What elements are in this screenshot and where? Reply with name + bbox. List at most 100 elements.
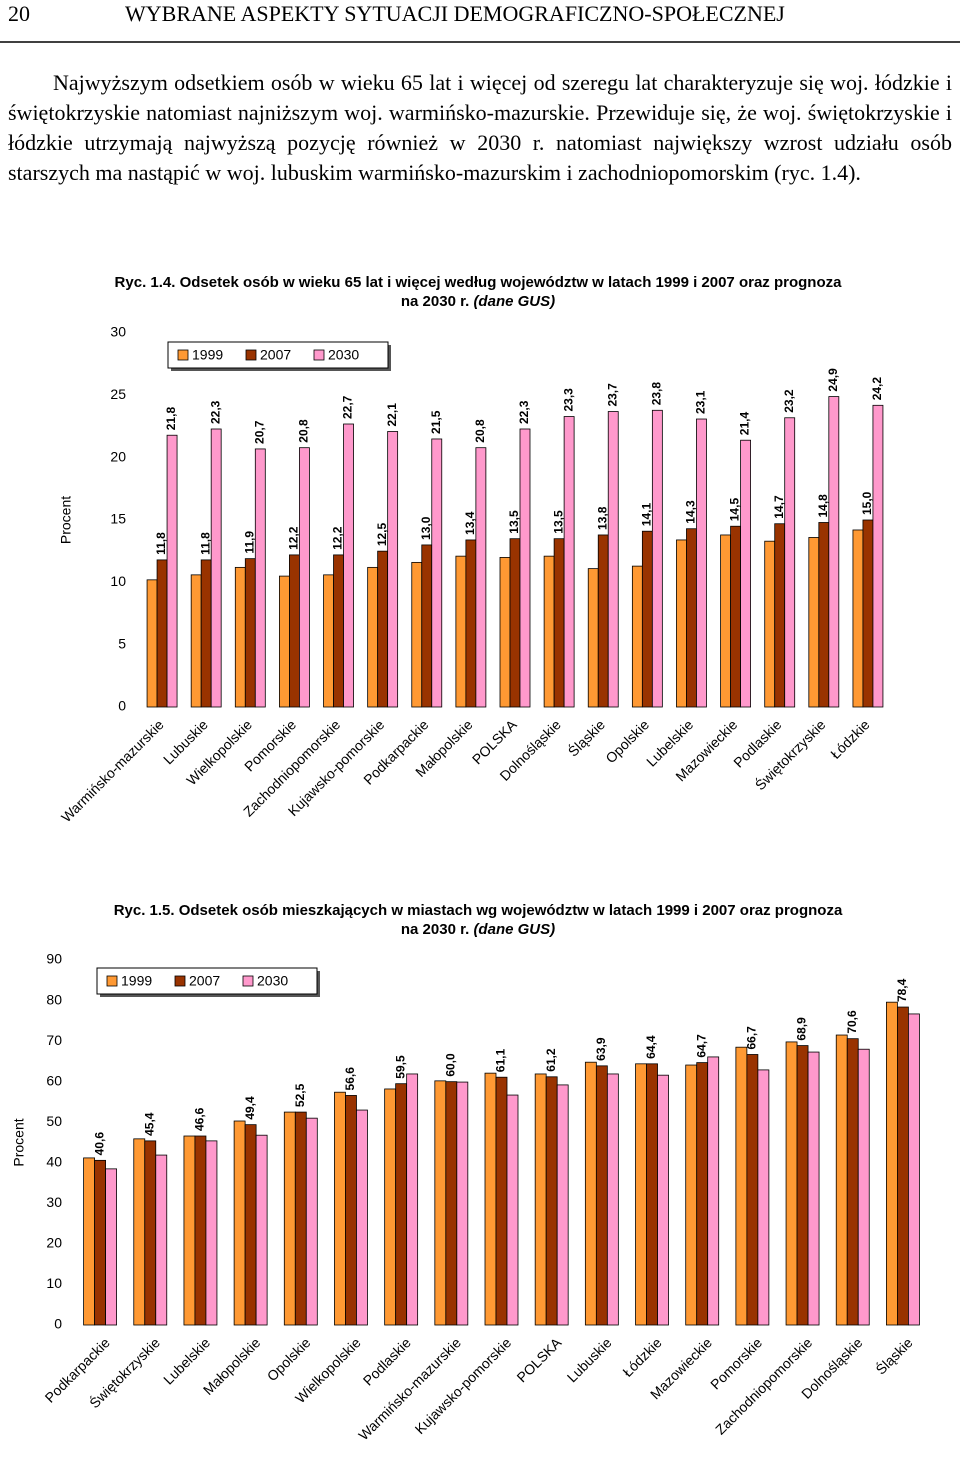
bar	[897, 1006, 909, 1326]
bar	[696, 1062, 709, 1326]
bar	[254, 448, 266, 708]
bar	[740, 439, 751, 708]
bar	[279, 575, 290, 708]
data-label: 14,3	[684, 500, 698, 524]
data-label: 66,7	[745, 1026, 759, 1050]
bar	[852, 529, 864, 708]
bar	[657, 1074, 669, 1326]
bar	[735, 1046, 748, 1326]
bar	[886, 1001, 898, 1326]
bar	[305, 1117, 318, 1326]
data-label: 14,7	[772, 495, 786, 519]
bar	[556, 1084, 569, 1326]
bar	[289, 554, 300, 708]
bar	[465, 539, 477, 708]
data-label: 68,9	[795, 1017, 809, 1041]
y-tick-label: 20	[110, 448, 126, 464]
y-tick-label: 15	[110, 511, 126, 527]
data-label: 11,9	[242, 531, 256, 554]
bar	[685, 1064, 698, 1326]
bar	[299, 447, 310, 708]
data-label: 64,4	[644, 1035, 658, 1059]
x-tick-label: Warmińsko-mazurskie	[58, 716, 167, 825]
legend-label: 2030	[328, 347, 359, 363]
bar	[445, 1081, 458, 1326]
x-tick-label: POLSKA	[513, 1334, 564, 1385]
data-label: 13,5	[507, 510, 521, 534]
legend-label: 2030	[257, 973, 288, 989]
bar	[534, 1073, 547, 1326]
bar	[519, 428, 531, 708]
x-tick-label: Lubuskie	[564, 1334, 615, 1385]
x-tick-label: Kujawsko-pomorskie	[412, 1334, 515, 1437]
data-label: 12,5	[375, 522, 389, 546]
legend-swatch	[106, 975, 118, 987]
data-label: 20,8	[297, 419, 311, 443]
bar	[210, 428, 222, 708]
x-tick-label: Lubelskie	[160, 1334, 213, 1387]
header-title: WYBRANE ASPEKTY SYTUACJI DEMOGRAFICZNO-S…	[125, 1, 785, 26]
data-label: 61,1	[494, 1049, 508, 1073]
bar	[696, 418, 707, 708]
y-tick-label: 25	[110, 386, 126, 402]
bar	[323, 574, 334, 708]
legend-label: 1999	[192, 347, 223, 363]
page-number: 20	[8, 1, 30, 26]
legend-swatch	[242, 975, 254, 987]
bar	[455, 555, 467, 708]
bar	[475, 447, 487, 708]
title: Ryc. 1.4. Odsetek osób w wieku 65 lat i …	[114, 274, 842, 310]
bar	[818, 522, 830, 708]
bar	[395, 1083, 408, 1326]
data-label: 24,9	[826, 368, 840, 392]
bar	[686, 528, 697, 708]
bar	[456, 1081, 469, 1326]
y-tick-label: 80	[46, 991, 62, 1007]
y-tick-label: 50	[46, 1113, 62, 1129]
bar	[434, 1080, 447, 1326]
bar	[835, 1034, 848, 1326]
bar	[156, 559, 168, 708]
data-label: 23,7	[605, 383, 619, 407]
bar	[345, 1095, 357, 1326]
data-label: 46,6	[193, 1107, 207, 1131]
bar	[509, 538, 521, 708]
bar	[406, 1073, 419, 1326]
x-tick-label: Łódzkie	[619, 1334, 665, 1380]
data-label: 60,0	[443, 1053, 457, 1077]
y-tick-label: 30	[46, 1194, 62, 1210]
data-label: 14,8	[816, 494, 830, 518]
legend-swatch	[174, 975, 186, 987]
bar	[255, 1134, 268, 1326]
data-label: 20,7	[252, 420, 266, 444]
x-tick-label: Zachodniopomorskie	[712, 1334, 815, 1437]
bar	[720, 534, 731, 708]
data-label: 49,4	[243, 1096, 257, 1120]
data-label: 14,1	[640, 503, 654, 527]
data-label: 23,3	[561, 388, 575, 412]
y-tick-label: 60	[46, 1072, 62, 1088]
y-tick-label: 70	[46, 1032, 62, 1048]
bar	[908, 1013, 920, 1326]
bar	[484, 1072, 497, 1326]
bar	[646, 1063, 658, 1326]
data-label: 56,6	[343, 1067, 357, 1091]
y-tick-label: 0	[54, 1316, 62, 1332]
bar	[807, 1051, 820, 1326]
bar	[784, 417, 796, 708]
bar	[205, 1140, 218, 1326]
data-label: 14,5	[728, 498, 742, 522]
data-label: 23,8	[650, 382, 664, 406]
bar	[384, 1088, 397, 1326]
x-tick-label: Łódzkie	[827, 716, 873, 762]
bar	[133, 1138, 146, 1326]
bar	[183, 1135, 196, 1326]
data-label: 21,4	[738, 412, 752, 436]
data-label: 15,0	[860, 491, 874, 515]
data-label: 12,2	[331, 526, 345, 550]
bar	[584, 1061, 597, 1326]
legend-label: 2007	[189, 973, 220, 989]
data-label: 22,1	[385, 403, 399, 427]
bar	[543, 555, 555, 708]
